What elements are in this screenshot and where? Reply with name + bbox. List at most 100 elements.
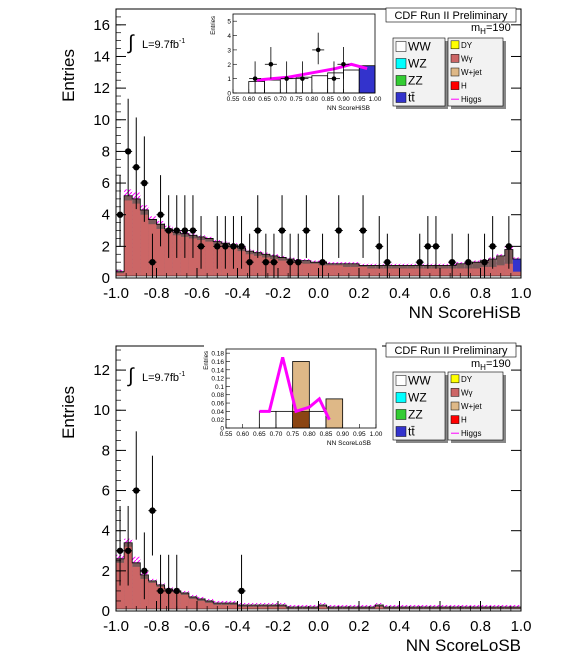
legend-label-ZZ: ZZ	[408, 408, 423, 422]
wgamma-bar	[116, 273, 125, 278]
inset-x-tick-label: 0.65	[253, 431, 266, 438]
legend-swatch-Wjet	[450, 401, 460, 411]
wgamma-bar	[391, 268, 400, 278]
experiment-label-box	[385, 342, 517, 358]
wgamma-bar	[359, 266, 368, 278]
legend-swatch-Wg	[450, 54, 460, 63]
data-point	[157, 211, 164, 218]
data-point	[384, 258, 391, 266]
legend-swatch-WW	[395, 41, 407, 52]
x-tick-label: 0.4	[389, 285, 410, 302]
data-point	[141, 179, 148, 187]
wgamma-bar	[156, 228, 165, 278]
inset-y-tick-label: 3	[227, 47, 231, 54]
inset-signal-line	[256, 62, 368, 82]
inset-y-tick-label: 0.02	[211, 417, 224, 424]
wgamma-bar	[512, 271, 521, 278]
data-point	[481, 258, 488, 266]
wgamma-bar	[326, 265, 335, 278]
inset-background-bar	[308, 410, 327, 429]
inset-x-tick-label: 0.90	[337, 96, 350, 103]
wgamma-bar	[350, 266, 359, 278]
inset-x-axis-title: NN ScoreLoSB	[327, 440, 371, 447]
x-tick-label: 0.2	[349, 285, 370, 302]
legend-label-H: H	[461, 416, 467, 425]
wgamma-bar	[221, 604, 230, 611]
data-point	[173, 227, 180, 234]
wgamma-bar	[423, 268, 432, 278]
data-point	[246, 258, 253, 266]
inset-signal-line	[259, 356, 331, 421]
x-tick-label: 0.6	[430, 285, 451, 302]
inset-x-tick-label: 0.75	[290, 96, 303, 103]
wgamma-bar	[188, 238, 197, 278]
inset-frame	[225, 348, 377, 429]
wgamma-bar	[132, 566, 141, 611]
inset-x-tick-label: 0.95	[353, 96, 366, 103]
legend-swatch-DY	[450, 374, 460, 384]
legend-label-Wg: Wγ	[461, 54, 473, 63]
data-point	[189, 227, 197, 234]
data-point	[238, 587, 245, 595]
inset-data-point	[341, 61, 346, 67]
inset-data-point	[268, 61, 274, 67]
inset-frame	[232, 13, 376, 94]
data-point	[124, 547, 132, 554]
inset-background-bar	[264, 79, 281, 94]
wgamma-bar	[399, 268, 408, 278]
legend-label-Wjet: W+jet	[461, 402, 482, 411]
legend-label-WW: WW	[408, 374, 431, 388]
x-tick-label: 0.0	[308, 285, 329, 302]
inset-x-tick-label: 0.65	[258, 96, 271, 103]
inset-y-tick-label: 0.12	[211, 376, 224, 383]
y-tick-label: 0	[102, 270, 110, 287]
x-tick-label: -0.8	[144, 618, 170, 635]
legend-swatch-H	[450, 81, 460, 90]
y-tick-label: 6	[102, 483, 110, 500]
inset-y-tick-label: 0.1	[215, 384, 224, 391]
x-tick-label: -0.8	[144, 285, 170, 302]
wgamma-bar	[367, 268, 376, 278]
inset-x-tick-label: 1.00	[370, 431, 383, 438]
y-tick-label: 4	[102, 207, 110, 224]
wgamma-bar	[504, 263, 513, 278]
inset-x-tick-label: 0.60	[242, 96, 255, 103]
data-point	[489, 243, 496, 250]
integral-sign: ∫	[127, 365, 135, 387]
x-tick-label: 0.8	[470, 618, 491, 635]
y-tick-label: 4	[102, 523, 110, 540]
data-point	[181, 227, 189, 234]
legend-swatch-ZZ	[395, 409, 407, 420]
data-point	[303, 227, 310, 234]
y-tick-label: 12	[93, 362, 110, 379]
inset-x-tick-label: 0.75	[286, 431, 299, 438]
y-tick-label: 14	[93, 48, 110, 65]
y-tick-label: 2	[102, 238, 110, 255]
inset-background-bar	[358, 65, 376, 94]
x-tick-label: -0.2	[265, 618, 291, 635]
inset-background-bar	[258, 410, 277, 429]
data-point	[416, 258, 423, 266]
inset-background-bar	[327, 72, 344, 94]
inset-y-tick-label: 0	[220, 426, 224, 433]
data-point	[359, 227, 367, 234]
inset-y-tick-label: 2	[227, 62, 231, 69]
data-point	[270, 258, 278, 266]
y-tick-label: 8	[102, 143, 110, 160]
lumi-label: L=9.7fb-1	[142, 371, 185, 384]
legend-label-DY: DY	[461, 41, 473, 50]
inset-x-tick-label: 0.85	[320, 431, 333, 438]
integral-sign: ∫	[127, 32, 135, 54]
data-point	[149, 258, 156, 266]
wgamma-bar	[488, 266, 497, 278]
legend-label-Higgs: Higgs	[461, 95, 481, 104]
legend-swatch-tt	[395, 92, 407, 103]
inset-x-tick-label: 0.85	[321, 96, 334, 103]
inset-y-tick-label: 0.06	[211, 401, 224, 408]
data-point	[173, 587, 180, 595]
inset-x-tick-label: 0.60	[236, 431, 249, 438]
x-tick-label: 0.6	[430, 618, 451, 635]
y-tick-label: 8	[102, 442, 110, 459]
inset-data-point	[252, 76, 258, 81]
